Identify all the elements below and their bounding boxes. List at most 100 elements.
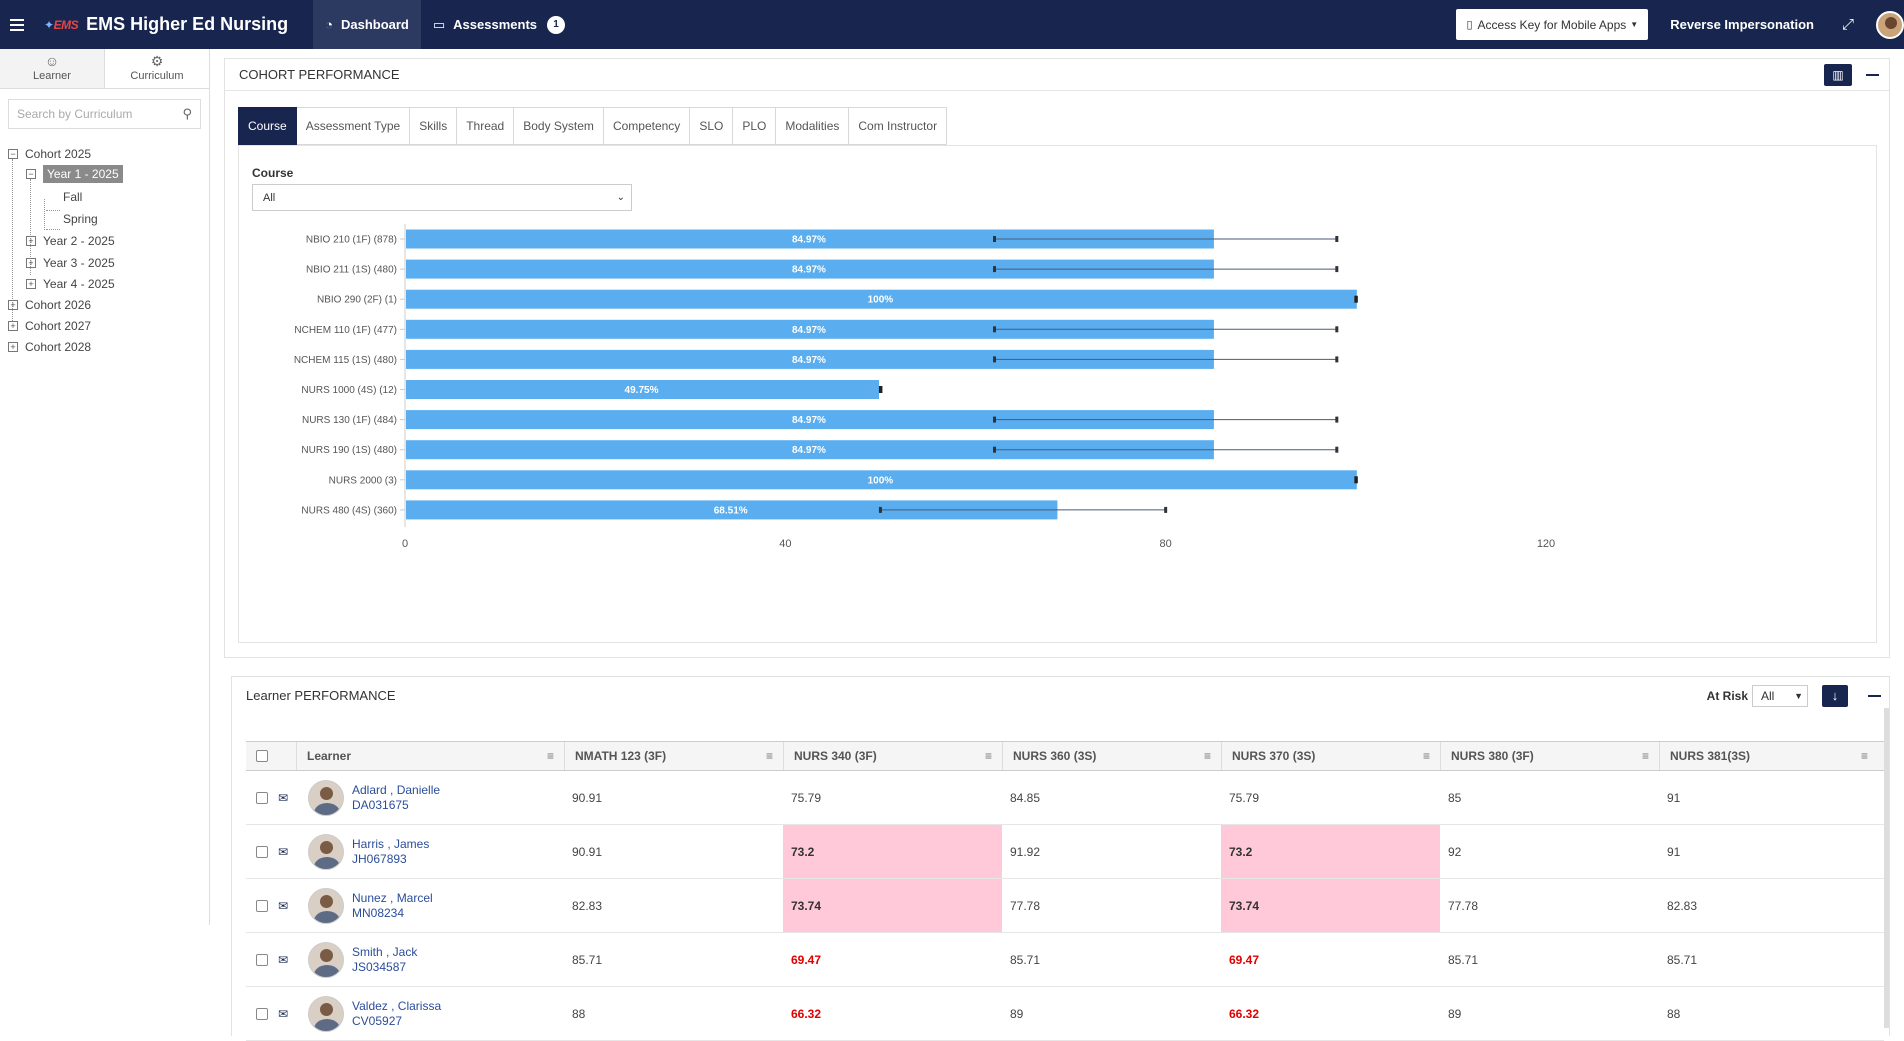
column-menu-icon[interactable]: ≡	[1422, 749, 1430, 763]
tab-learner[interactable]: ☺ Learner	[0, 49, 104, 88]
select-all-checkbox[interactable]	[256, 750, 268, 762]
column-menu-icon[interactable]: ≡	[984, 749, 992, 763]
reverse-impersonation-link[interactable]: Reverse Impersonation	[1670, 17, 1814, 32]
mail-icon[interactable]: ✉	[278, 790, 289, 805]
tree-cohort-2025[interactable]: − Cohort 2025	[8, 145, 91, 163]
tab-body-system[interactable]: Body System	[514, 107, 604, 145]
learner-id: CV05927	[352, 1013, 403, 1028]
column-menu-icon[interactable]: ≡	[765, 749, 773, 763]
learner-id: MN08234	[352, 905, 405, 920]
tree-year1-2025[interactable]: − Year 1 - 2025	[26, 165, 123, 183]
learner-cell: Smith , Jack JS034587	[296, 933, 564, 986]
search-input[interactable]	[17, 107, 183, 121]
tree-fall[interactable]: Fall	[63, 190, 83, 204]
column-menu-icon[interactable]: ≡	[1203, 749, 1211, 763]
panel-title: Learner PERFORMANCE	[246, 688, 396, 703]
mail-icon[interactable]: ✉	[278, 1006, 289, 1021]
x-tick-label: 80	[1160, 538, 1172, 550]
tree-spring[interactable]: Spring	[63, 212, 98, 226]
row-checkbox[interactable]	[256, 953, 268, 966]
tree-cohort-2027[interactable]: + Cohort 2027	[8, 317, 91, 335]
bar-chart-icon[interactable]: ▥	[1824, 63, 1852, 86]
expand-icon[interactable]: +	[26, 258, 36, 268]
expand-icon[interactable]: +	[8, 342, 18, 352]
learner-name-link[interactable]: Adlard , Danielle	[352, 782, 441, 797]
access-key-button[interactable]: ▯ Access Key for Mobile Apps ▼	[1456, 9, 1649, 40]
menu-icon[interactable]	[10, 18, 24, 31]
tree-year3-2025[interactable]: + Year 3 - 2025	[26, 254, 115, 272]
score-cell: 82.83	[1667, 898, 1698, 913]
col-nurs-381[interactable]: NURS 381(3S) ≡	[1659, 742, 1878, 770]
tab-com-instructor[interactable]: Com Instructor	[849, 107, 948, 145]
search-icon[interactable]: ⚲	[182, 106, 192, 121]
category-label: NCHEM 115 (1S) (480)	[294, 355, 397, 366]
tab-assessment-type[interactable]: Assessment Type	[296, 107, 411, 145]
at-risk-select[interactable]: All ▼	[1752, 684, 1808, 707]
expand-icon[interactable]: +	[26, 279, 36, 289]
tree-cohort-2028[interactable]: + Cohort 2028	[8, 338, 91, 356]
expand-icon[interactable]: +	[8, 300, 18, 310]
collapse-panel-icon[interactable]	[1868, 694, 1881, 697]
range-min-marker	[993, 416, 997, 423]
row-checkbox[interactable]	[256, 845, 268, 858]
expand-icon[interactable]: +	[8, 321, 18, 331]
table-row: ✉ Valdez , Clarissa CV05927 88 66.32 89 66.32 8…	[246, 987, 1884, 1041]
row-checkbox[interactable]	[256, 1007, 268, 1020]
avatar	[308, 995, 344, 1032]
category-label: NBIO 211 (1S) (480)	[306, 265, 397, 276]
nav-dashboard[interactable]: ◔ Dashboard	[313, 0, 421, 49]
column-menu-icon[interactable]: ≡	[1641, 749, 1649, 763]
collapse-icon[interactable]: −	[26, 169, 36, 179]
col-nurs-380[interactable]: NURS 380 (3F) ≡	[1440, 742, 1659, 770]
tab-competency[interactable]: Competency	[603, 107, 691, 145]
monitor-icon: ▭	[432, 16, 446, 32]
learner-name-link[interactable]: Harris , James	[352, 836, 430, 851]
course-select[interactable]: All ⌄	[252, 184, 632, 211]
tab-curriculum[interactable]: ⚙ Curriculum	[104, 49, 209, 88]
row-checkbox[interactable]	[256, 791, 268, 804]
collapse-icon[interactable]: −	[8, 149, 18, 159]
tree-year2-2025[interactable]: + Year 2 - 2025	[26, 232, 115, 250]
column-menu-icon[interactable]: ≡	[1860, 749, 1868, 763]
tab-plo[interactable]: PLO	[733, 107, 777, 145]
caret-down-icon: ▼	[1630, 20, 1639, 29]
score-cell: 85.71	[1448, 952, 1479, 967]
tab-course[interactable]: Course	[238, 107, 297, 145]
learner-id: JS034587	[352, 959, 407, 974]
tab-skills[interactable]: Skills	[410, 107, 458, 145]
tab-thread[interactable]: Thread	[457, 107, 515, 145]
user-avatar[interactable]	[1876, 10, 1904, 39]
range-marker	[1354, 295, 1358, 303]
row-checkbox[interactable]	[256, 899, 268, 912]
collapse-panel-icon[interactable]	[1866, 73, 1879, 76]
mail-icon[interactable]: ✉	[278, 898, 289, 913]
mail-icon[interactable]: ✉	[278, 952, 289, 967]
data-label: 100%	[868, 475, 894, 486]
column-menu-icon[interactable]: ≡	[546, 749, 554, 763]
nav-assessments[interactable]: ▭ Assessments 1	[421, 0, 577, 49]
learner-name-link[interactable]: Nunez , Marcel	[352, 890, 433, 905]
col-nurs-370[interactable]: NURS 370 (3S) ≡	[1221, 742, 1440, 770]
col-nmath-123[interactable]: NMATH 123 (3F) ≡	[564, 742, 783, 770]
mail-icon[interactable]: ✉	[278, 844, 289, 859]
range-max-marker	[1335, 326, 1339, 333]
tab-modalities[interactable]: Modalities	[776, 107, 850, 145]
expand-icon[interactable]: +	[26, 236, 36, 246]
tree-cohort-2026[interactable]: + Cohort 2026	[8, 296, 91, 314]
expand-icon[interactable]: ⤢	[1841, 16, 1854, 33]
data-label: 49.75%	[625, 385, 659, 396]
range-marker	[1354, 476, 1358, 484]
learner-name-link[interactable]: Smith , Jack	[352, 944, 418, 959]
col-learner[interactable]: Learner ≡	[296, 742, 564, 770]
download-icon[interactable]: ↓	[1822, 684, 1848, 707]
bar	[406, 410, 1214, 430]
vertical-scrollbar[interactable]	[1884, 708, 1889, 1028]
range-min-marker	[993, 236, 997, 242]
col-nurs-360[interactable]: NURS 360 (3S) ≡	[1002, 742, 1221, 770]
tab-slo[interactable]: SLO	[690, 107, 734, 145]
tree-year4-2025[interactable]: + Year 4 - 2025	[26, 275, 115, 293]
col-nurs-340[interactable]: NURS 340 (3F) ≡	[783, 742, 1002, 770]
learner-name-link[interactable]: Valdez , Clarissa	[352, 998, 442, 1013]
score-cell: 91.92	[1010, 844, 1041, 859]
score-cell: 85	[1448, 790, 1462, 805]
